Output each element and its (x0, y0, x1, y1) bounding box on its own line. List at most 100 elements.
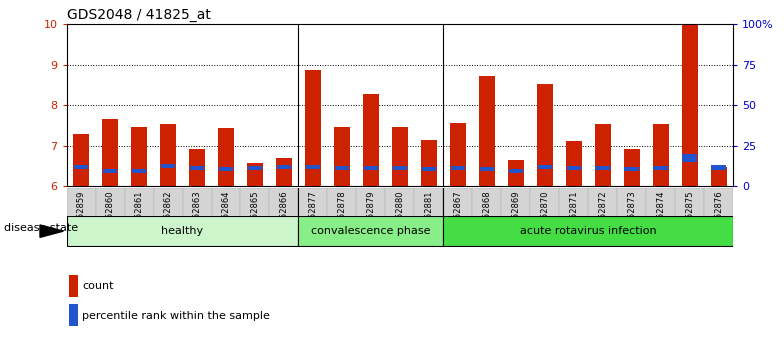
Bar (675, 188, 704, 241)
Text: healthy: healthy (162, 226, 204, 236)
Text: count: count (82, 282, 114, 292)
Text: GSM52873: GSM52873 (627, 191, 636, 236)
Bar (73, 135, 89, 186)
Bar (450, 124, 466, 186)
Bar (480, 167, 494, 171)
Bar (68, 305, 78, 326)
Bar (277, 165, 291, 169)
Bar (508, 160, 524, 186)
Bar (305, 70, 321, 186)
Bar (392, 127, 408, 186)
Bar (625, 167, 639, 171)
Text: GSM52879: GSM52879 (366, 191, 376, 236)
Text: GSM52881: GSM52881 (424, 191, 434, 236)
Bar (160, 124, 176, 186)
Bar (538, 165, 552, 169)
Text: GSM52880: GSM52880 (395, 191, 405, 236)
Bar (501, 188, 530, 241)
Bar (125, 188, 154, 241)
Bar (711, 165, 726, 170)
Bar (595, 124, 611, 186)
Bar (617, 188, 646, 241)
Text: GSM52860: GSM52860 (106, 191, 114, 236)
Bar (472, 188, 501, 241)
Bar (276, 158, 292, 186)
Bar (363, 94, 379, 186)
Text: GSM52862: GSM52862 (164, 191, 172, 236)
Bar (704, 188, 733, 241)
Text: GSM52866: GSM52866 (279, 191, 289, 236)
Bar (68, 275, 78, 297)
Bar (479, 76, 495, 186)
Bar (189, 149, 205, 186)
Bar (509, 169, 523, 173)
Bar (652, 124, 669, 186)
Bar (74, 165, 89, 169)
Bar (335, 166, 349, 170)
Bar (161, 164, 175, 168)
Text: GSM52872: GSM52872 (598, 191, 607, 236)
Bar (646, 188, 675, 241)
Text: percentile rank within the sample: percentile rank within the sample (82, 311, 270, 321)
Bar (67, 216, 299, 246)
Text: GSM52871: GSM52871 (569, 191, 578, 236)
Text: GSM52868: GSM52868 (482, 191, 492, 236)
Bar (537, 84, 553, 186)
Bar (241, 188, 270, 241)
Bar (414, 188, 443, 241)
Bar (682, 154, 697, 161)
Bar (393, 166, 407, 170)
Bar (681, 26, 698, 186)
Text: GSM52861: GSM52861 (135, 191, 143, 236)
Bar (190, 166, 204, 170)
Bar (421, 140, 437, 186)
Bar (299, 216, 443, 246)
Bar (357, 188, 386, 241)
Bar (218, 128, 234, 186)
Bar (131, 127, 147, 186)
Bar (299, 188, 328, 241)
Bar (102, 119, 118, 186)
Bar (566, 141, 582, 186)
Text: GSM52878: GSM52878 (337, 191, 347, 236)
Text: disease state: disease state (4, 223, 78, 233)
Text: GSM52876: GSM52876 (714, 191, 723, 236)
Bar (588, 188, 617, 241)
Bar (183, 188, 212, 241)
Bar (212, 188, 241, 241)
Bar (67, 188, 96, 241)
Text: acute rotavirus infection: acute rotavirus infection (520, 226, 656, 236)
Bar (451, 166, 465, 170)
Bar (154, 188, 183, 241)
Text: GSM52870: GSM52870 (540, 191, 550, 236)
Text: GSM52859: GSM52859 (77, 191, 85, 236)
Bar (653, 166, 668, 170)
Bar (247, 163, 263, 186)
Bar (443, 216, 733, 246)
Bar (132, 169, 147, 173)
Bar (422, 167, 436, 171)
Bar (710, 167, 727, 186)
Bar (103, 169, 118, 173)
Text: GSM52875: GSM52875 (685, 191, 694, 236)
Text: GSM52863: GSM52863 (193, 191, 201, 236)
Text: GSM52877: GSM52877 (308, 191, 318, 236)
Bar (270, 188, 299, 241)
Text: GSM52869: GSM52869 (511, 191, 521, 236)
Bar (596, 166, 610, 170)
Text: convalescence phase: convalescence phase (311, 226, 430, 236)
Text: GSM52864: GSM52864 (222, 191, 230, 236)
Bar (443, 188, 472, 241)
Text: GSM52874: GSM52874 (656, 191, 665, 236)
Bar (386, 188, 414, 241)
Text: GSM52865: GSM52865 (250, 191, 260, 236)
Polygon shape (40, 225, 64, 237)
Bar (328, 188, 357, 241)
Bar (334, 127, 350, 186)
Bar (96, 188, 125, 241)
Bar (530, 188, 559, 241)
Bar (623, 149, 640, 186)
Text: GDS2048 / 41825_at: GDS2048 / 41825_at (67, 8, 211, 22)
Text: GSM52867: GSM52867 (453, 191, 463, 236)
Bar (306, 165, 320, 169)
